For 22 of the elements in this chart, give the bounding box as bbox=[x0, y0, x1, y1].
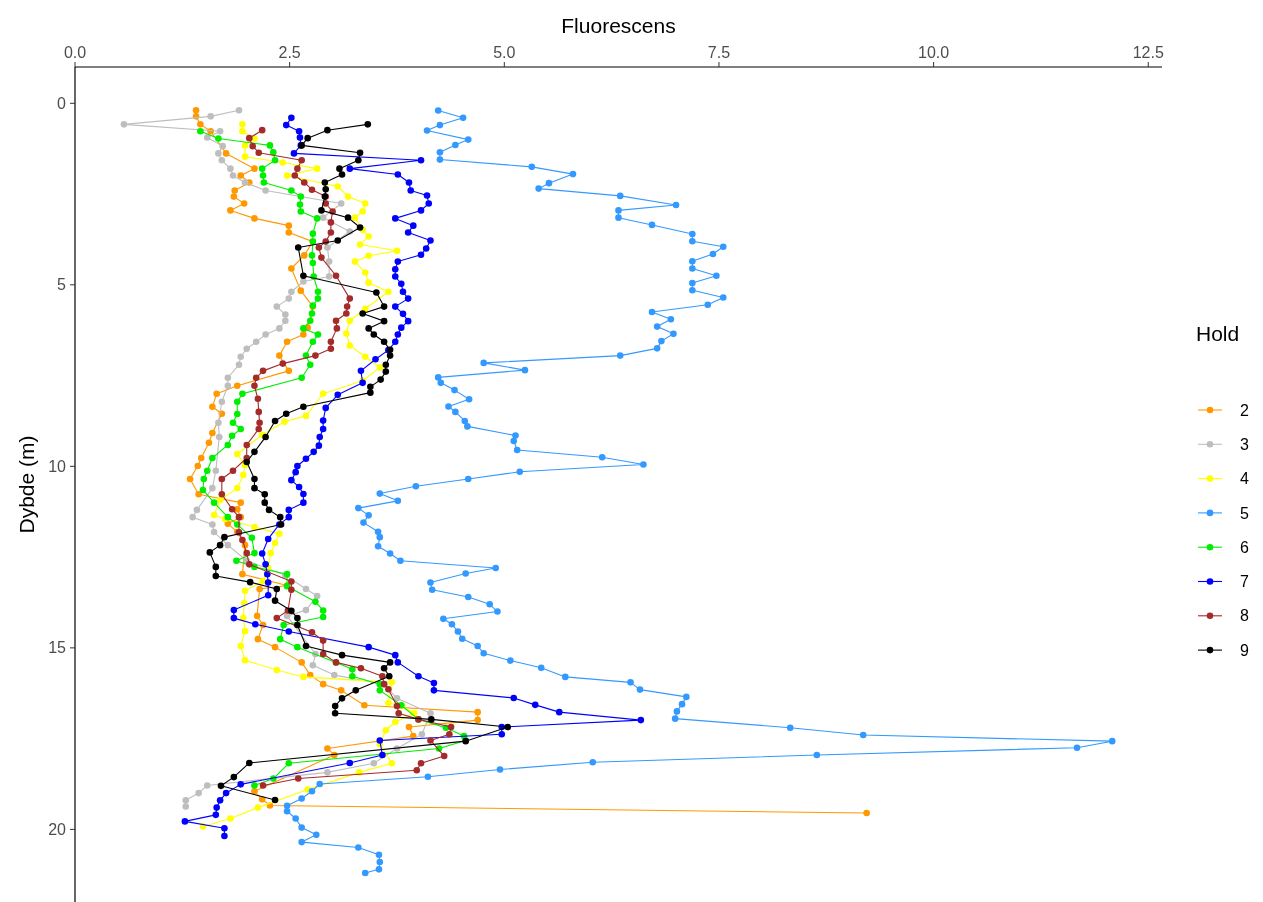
legend-label: 5 bbox=[1240, 504, 1249, 522]
x-tick-label: 2.5 bbox=[278, 44, 301, 61]
y-tick-label: 0 bbox=[57, 94, 67, 112]
x-axis-title: Fluorescens bbox=[561, 14, 676, 37]
legend-label: 9 bbox=[1240, 641, 1249, 659]
legend-label: 8 bbox=[1240, 607, 1249, 625]
y-tick-label: 10 bbox=[48, 457, 67, 475]
x-tick-label: 5.0 bbox=[493, 44, 516, 61]
x-tick-label: 0.0 bbox=[63, 44, 87, 61]
legend-title: Hold bbox=[1196, 322, 1240, 345]
x-tick-label: 12.5 bbox=[1132, 44, 1164, 61]
legend-label: 7 bbox=[1240, 573, 1249, 591]
legend-label: 2 bbox=[1240, 401, 1249, 419]
y-tick-label: 20 bbox=[48, 820, 67, 838]
x-tick-label: 7.5 bbox=[707, 44, 731, 61]
y-tick-label: 15 bbox=[48, 639, 67, 657]
legend-label: 6 bbox=[1240, 538, 1249, 556]
legend-label: 4 bbox=[1240, 470, 1249, 488]
legend-label: 3 bbox=[1240, 435, 1249, 453]
y-tick-label: 5 bbox=[57, 276, 67, 294]
y-axis-title: Dybde (m) bbox=[15, 435, 38, 534]
x-tick-label: 10.0 bbox=[918, 44, 950, 61]
